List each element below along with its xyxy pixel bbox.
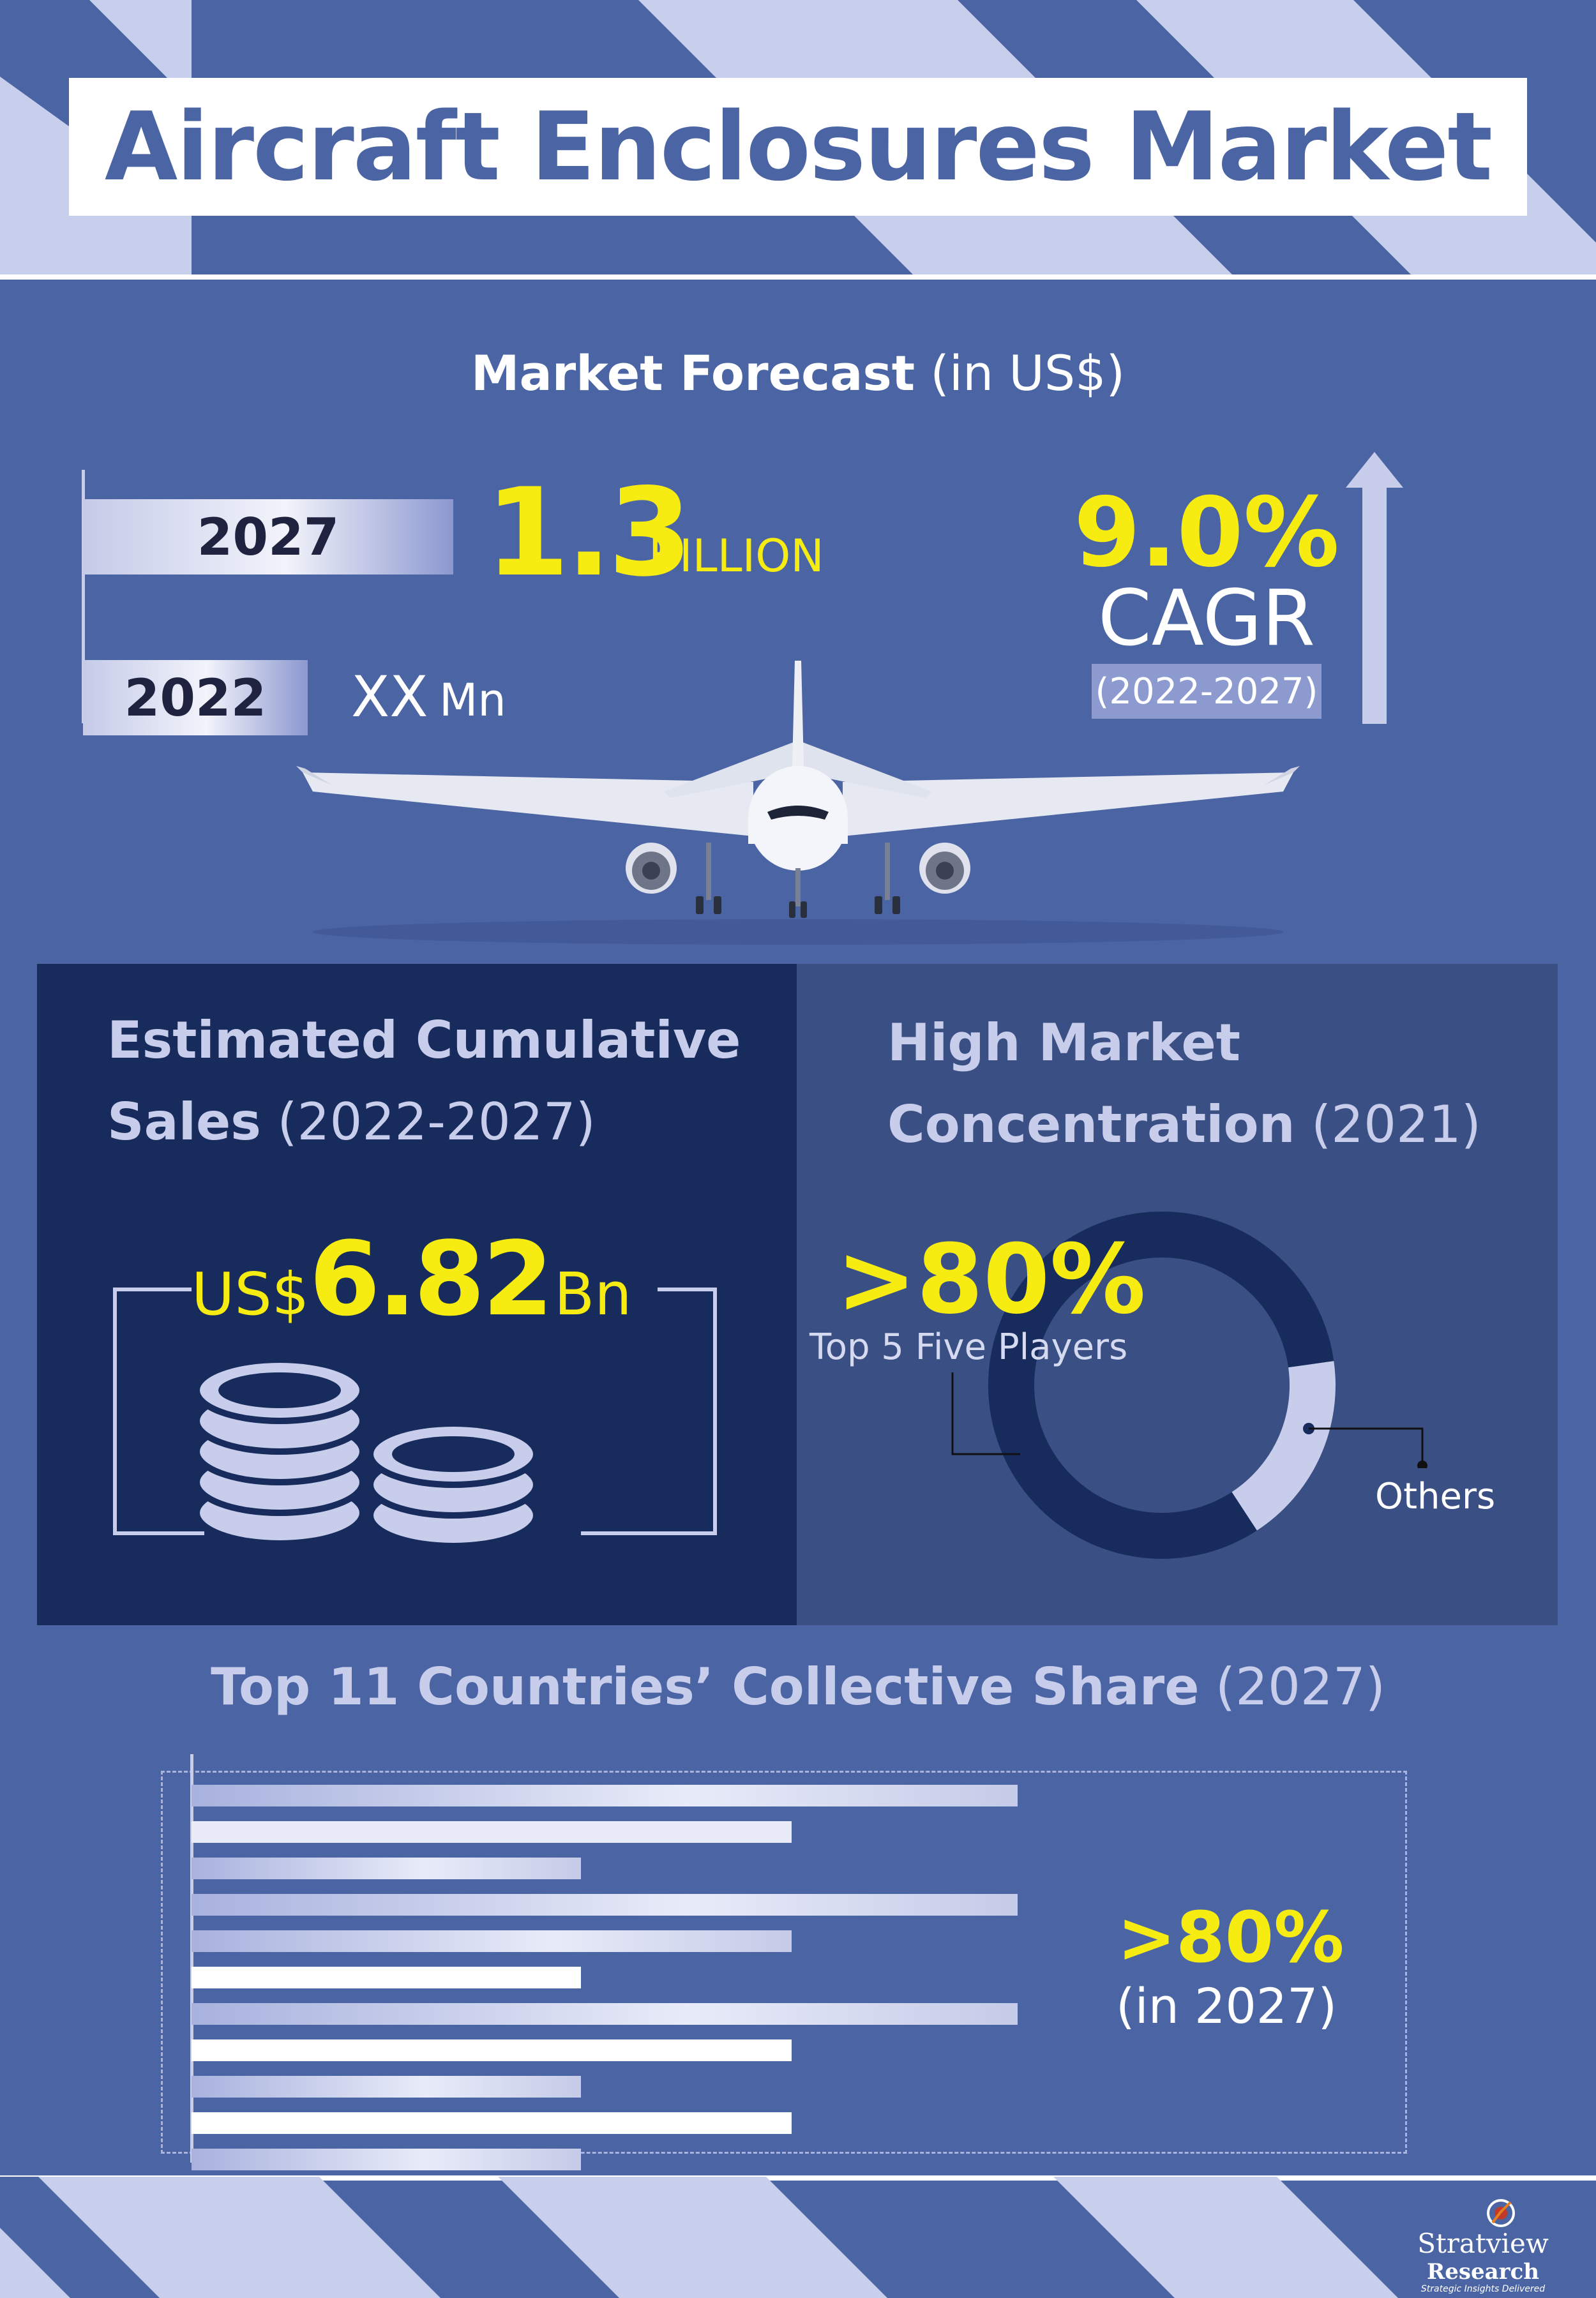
sales-heading-line1: Estimated Cumulative xyxy=(107,1010,741,1070)
country-bar xyxy=(192,1785,1018,1806)
logo-tagline: Strategic Insights Delivered xyxy=(1420,2284,1546,2294)
forecast-2022-value: XX xyxy=(351,664,428,730)
sales-currency: US$ xyxy=(192,1260,310,1328)
header-divider xyxy=(0,274,1596,280)
footer-stripes xyxy=(0,2177,1398,2298)
page-title: Aircraft Enclosures Market xyxy=(104,92,1493,202)
coins-icon xyxy=(113,1288,717,1549)
country-bars-frame xyxy=(161,1771,1407,2154)
country-bar xyxy=(192,2112,792,2134)
countries-share-value: >80% xyxy=(1117,1896,1344,1978)
countries-heading-bold: Top 11 Countries’ Collective Share xyxy=(211,1657,1200,1716)
year-2027-bar: 2027 xyxy=(83,499,453,574)
logo-target-icon xyxy=(1487,2199,1515,2227)
sales-value: US$6.82 Bn xyxy=(192,1219,632,1339)
title-box: Aircraft Enclosures Market xyxy=(69,78,1527,216)
cagr-value: 9.0% xyxy=(1073,477,1339,589)
year-2022-bar: 2022 xyxy=(83,660,308,735)
sales-unit: Bn xyxy=(554,1260,632,1328)
donut-others-slice xyxy=(1231,1361,1336,1531)
sales-heading-period: (2022-2027) xyxy=(277,1092,596,1152)
logo-name: Stratview xyxy=(1417,2228,1549,2259)
forecast-heading: Market Forecast (in US$) xyxy=(0,345,1596,402)
forecast-heading-unit: (in US$) xyxy=(930,345,1125,402)
concentration-value: >80% xyxy=(836,1224,1146,1335)
forecast-axis xyxy=(82,470,85,723)
logo-subname: Research xyxy=(1426,2259,1540,2285)
country-bar xyxy=(192,1894,1018,1916)
forecast-2027-value: 1.3 xyxy=(485,462,693,603)
sales-number: 6.82 xyxy=(309,1219,553,1339)
concentration-label: Top 5 Five Players xyxy=(809,1326,1128,1368)
countries-share-year: (in 2027) xyxy=(1116,1978,1337,2034)
countries-heading-year: (2027) xyxy=(1215,1657,1385,1716)
country-bar xyxy=(192,1858,581,1879)
sales-heading-line2: Sales xyxy=(107,1092,261,1152)
country-bar xyxy=(192,2039,792,2061)
concentration-donut xyxy=(988,1212,1336,1559)
country-bar xyxy=(192,2076,581,2098)
country-bar xyxy=(192,1930,792,1952)
country-bar xyxy=(192,2149,581,2170)
sales-heading: Estimated Cumulative Sales (2022-2027) xyxy=(107,1000,741,1163)
donut-top-marker xyxy=(1014,1423,1026,1434)
concentration-heading-line2: Concentration xyxy=(887,1095,1295,1154)
stratview-logo: Stratview Research Strategic Insights De… xyxy=(1390,2198,1576,2294)
airplane-icon xyxy=(296,661,1300,945)
concentration-heading-year: (2021) xyxy=(1311,1095,1481,1154)
countries-heading: Top 11 Countries’ Collective Share (2027… xyxy=(0,1657,1596,1716)
cagr-label: CAGR xyxy=(1097,574,1316,663)
forecast-2027-unit: BILLION xyxy=(649,530,824,582)
country-bars-axis xyxy=(190,1754,193,2163)
cagr-period: (2022-2027) xyxy=(1092,664,1321,719)
footer-band xyxy=(0,2177,1596,2298)
concentration-heading: High Market Concentration (2021) xyxy=(887,1002,1481,1166)
forecast-heading-bold: Market Forecast xyxy=(471,345,915,402)
arrow-up-icon xyxy=(1346,452,1403,724)
country-bar xyxy=(192,1967,581,1988)
others-label: Others xyxy=(1375,1476,1496,1517)
country-bar xyxy=(192,2003,1018,2025)
donut-leader-lines xyxy=(951,1372,1427,1468)
footer-divider xyxy=(0,2175,1596,2181)
concentration-heading-line1: High Market xyxy=(887,1013,1241,1072)
forecast-2022-unit: Mn xyxy=(439,674,506,726)
country-bar xyxy=(192,1821,792,1843)
